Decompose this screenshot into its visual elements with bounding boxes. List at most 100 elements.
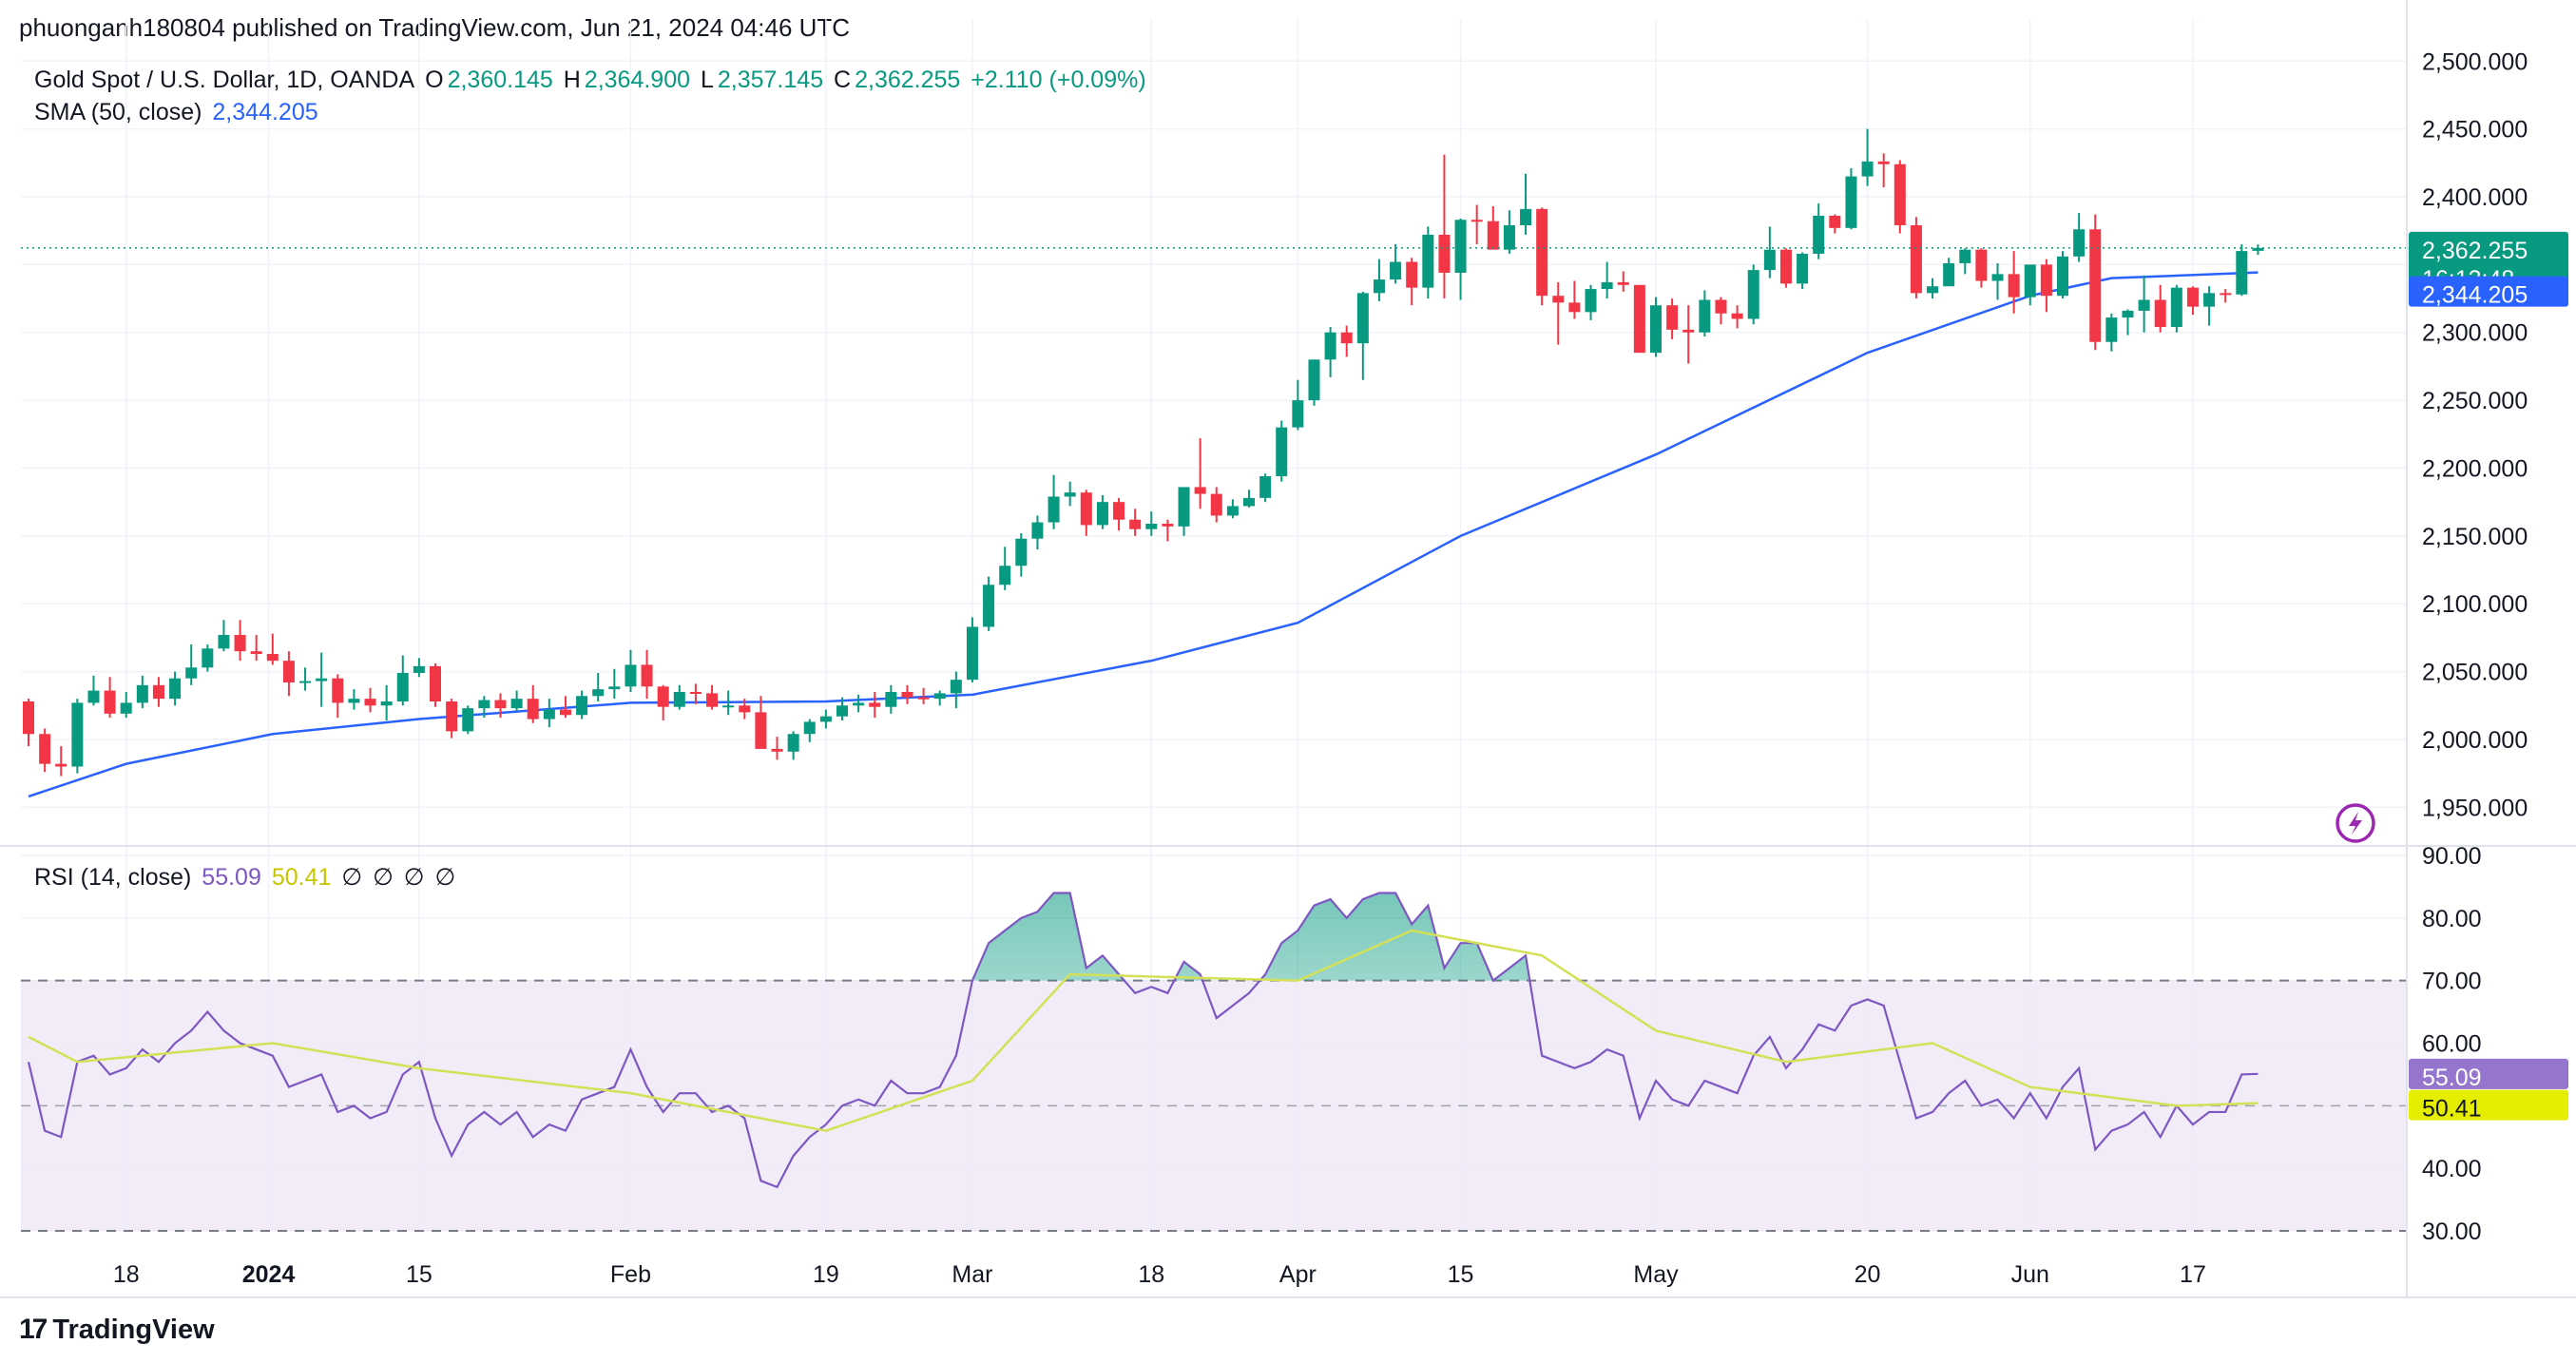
candle-body <box>39 734 51 764</box>
candle-body <box>266 654 279 662</box>
candle-body <box>1406 261 1418 288</box>
sma-label: SMA (50, close) <box>34 99 202 125</box>
candle-body <box>104 690 116 714</box>
candle-body <box>2186 287 2199 307</box>
price-tick-label: 2,300.000 <box>2422 320 2528 347</box>
brand-text: TradingView <box>52 1314 215 1345</box>
candle-body <box>1487 221 1499 250</box>
time-tick-label: May <box>1633 1261 1679 1288</box>
time-tick-label: 15 <box>406 1261 433 1288</box>
rsi-legend[interactable]: RSI (14, close) 55.09 50.41 ∅ ∅ ∅ ∅ <box>34 863 459 892</box>
candle-body <box>1210 493 1222 516</box>
candle-body <box>999 566 1011 586</box>
candle-body <box>1113 502 1125 520</box>
time-tick-label: 20 <box>1855 1261 1881 1288</box>
candle-body <box>933 693 946 700</box>
candle-body <box>1991 274 2004 281</box>
candle-body <box>2105 317 2118 342</box>
close-label: C <box>834 67 852 93</box>
candle-body <box>120 702 132 714</box>
candle-body <box>1422 234 1434 288</box>
rsi-line <box>27 892 2259 1189</box>
candle-body <box>1096 502 1108 526</box>
candle-body <box>1813 215 1825 254</box>
rsi-tick-label: 90.00 <box>2422 843 2482 870</box>
time-tick-label: Jun <box>2011 1261 2049 1288</box>
rsi-label: RSI (14, close) <box>34 864 192 891</box>
price-tick-label: 2,100.000 <box>2422 591 2528 618</box>
candle-body <box>1064 492 1076 497</box>
price-tick-label: 2,000.000 <box>2422 727 2528 754</box>
time-tick-label: 17 <box>2180 1261 2206 1288</box>
candle-body <box>527 699 539 720</box>
price-tick-label: 2,050.000 <box>2422 660 2528 686</box>
candle-body <box>202 648 214 668</box>
candle-body <box>1340 332 1353 344</box>
time-tick-label: 18 <box>113 1261 140 1288</box>
tradingview-brand[interactable]: 17 TradingView <box>19 1314 215 1346</box>
candle-body <box>1520 208 1532 225</box>
candle-body <box>1226 506 1239 516</box>
candle-body <box>185 667 198 679</box>
candle-body <box>559 709 571 716</box>
time-tick-label: 2024 <box>242 1261 296 1288</box>
candle-body <box>332 678 344 703</box>
rsi-tick-label: 70.00 <box>2422 969 2482 995</box>
candle-body <box>2040 264 2052 297</box>
candle-body <box>1927 286 1939 294</box>
rsi-badge: 55.09 <box>2409 1058 2568 1091</box>
candle-body <box>1308 359 1320 401</box>
candle-body <box>2203 293 2216 307</box>
rsi-empty-1: ∅ <box>341 864 363 891</box>
candle-body <box>1503 224 1515 250</box>
candle-body <box>2170 287 2182 328</box>
candle-body <box>2154 299 2166 328</box>
candle-body <box>722 705 735 708</box>
candle-body <box>1894 163 1906 225</box>
candle-body <box>23 701 34 735</box>
candle-body <box>901 691 913 698</box>
candle-body <box>2252 247 2264 251</box>
candle-body <box>1356 293 1369 344</box>
rsi-badge-bg <box>2409 1058 2568 1089</box>
sma-legend[interactable]: SMA (50, close) 2,344.205 <box>34 99 322 126</box>
change-value: +2.110 (+0.09%) <box>971 67 1146 93</box>
candle-body <box>1552 296 1565 303</box>
lightning-icon[interactable] <box>2336 803 2375 843</box>
candle-body <box>348 699 360 703</box>
rsi-ma-badge-text: 50.41 <box>2422 1096 2482 1123</box>
candle-body <box>1731 313 1743 319</box>
candle-body <box>430 665 441 701</box>
candle-body <box>1373 279 1385 294</box>
sma-value: 2,344.205 <box>212 99 318 125</box>
price-tick-label: 2,500.000 <box>2422 48 2528 75</box>
candle-body <box>1259 476 1272 498</box>
last-price-badge-text: 2,362.255 <box>2422 238 2528 264</box>
price-tick-label: 1,950.000 <box>2422 795 2528 821</box>
candle-body <box>380 701 393 706</box>
rsi-tick-label: 30.00 <box>2422 1219 2482 1245</box>
candle-body <box>803 721 816 735</box>
time-tick-label: Mar <box>952 1261 992 1288</box>
candle-body <box>494 700 507 709</box>
time-tick-label: Apr <box>1279 1261 1317 1288</box>
candle-body <box>55 763 67 767</box>
rsi-band-layer <box>21 979 2407 1232</box>
candle-body <box>1471 220 1483 222</box>
candle-body <box>364 699 376 706</box>
candle-body <box>2220 293 2232 296</box>
candle-body <box>71 702 84 767</box>
candle-body <box>755 712 767 749</box>
candle-body <box>885 691 897 707</box>
candle-body <box>478 700 490 709</box>
candle-body <box>1877 161 1890 164</box>
symbol-name[interactable]: Gold Spot / U.S. Dollar, 1D, OANDA <box>34 67 415 93</box>
time-tick-label: 18 <box>1138 1261 1164 1288</box>
candle-body <box>169 678 182 700</box>
candle-body <box>2236 251 2248 295</box>
rsi-tick-label: 80.00 <box>2422 906 2482 932</box>
candle-body <box>1276 427 1288 477</box>
candle-body <box>1438 234 1451 273</box>
